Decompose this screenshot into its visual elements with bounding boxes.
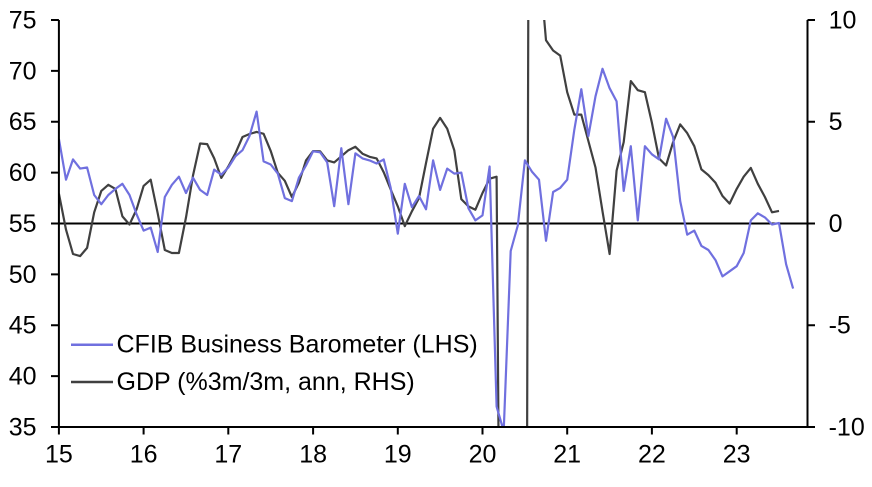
svg-text:GDP (%3m/3m, ann, RHS): GDP (%3m/3m, ann, RHS)	[117, 368, 415, 396]
svg-text:21: 21	[553, 441, 581, 469]
svg-text:10: 10	[829, 6, 857, 34]
svg-text:35: 35	[9, 413, 37, 441]
svg-text:23: 23	[723, 441, 751, 469]
svg-text:18: 18	[299, 441, 327, 469]
svg-text:CFIB Business Barometer (LHS): CFIB Business Barometer (LHS)	[117, 331, 478, 359]
svg-text:40: 40	[9, 363, 37, 391]
svg-text:19: 19	[384, 441, 412, 469]
svg-text:-5: -5	[829, 312, 851, 340]
svg-text:75: 75	[9, 6, 37, 34]
svg-text:-10: -10	[829, 413, 865, 441]
svg-text:45: 45	[9, 312, 37, 340]
svg-text:50: 50	[9, 261, 37, 289]
svg-text:5: 5	[829, 108, 843, 136]
svg-text:0: 0	[829, 210, 843, 238]
svg-text:55: 55	[9, 210, 37, 238]
svg-text:22: 22	[638, 441, 666, 469]
svg-text:65: 65	[9, 108, 37, 136]
svg-text:60: 60	[9, 159, 37, 187]
svg-text:20: 20	[469, 441, 497, 469]
svg-text:70: 70	[9, 57, 37, 85]
svg-text:17: 17	[214, 441, 242, 469]
svg-text:16: 16	[130, 441, 158, 469]
svg-text:15: 15	[45, 441, 73, 469]
